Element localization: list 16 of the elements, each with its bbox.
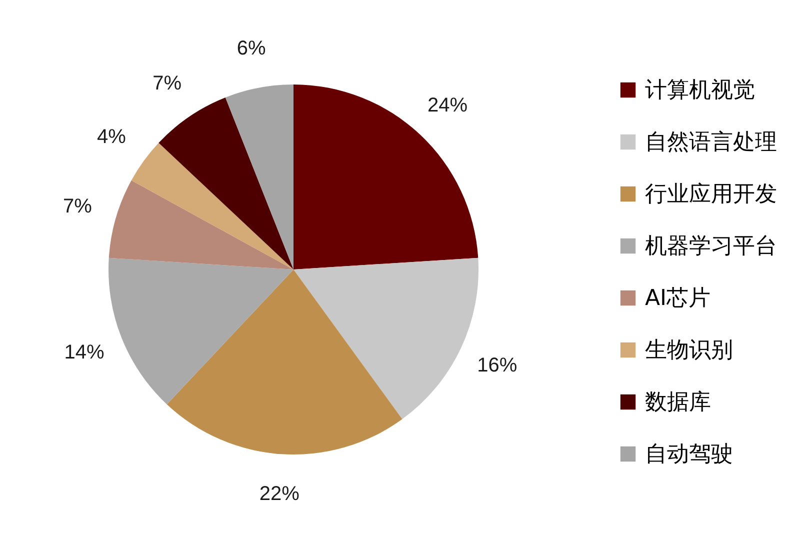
legend-label: 生物识别	[645, 336, 733, 364]
data-label: 7%	[152, 72, 182, 94]
data-label: 24%	[428, 94, 468, 116]
legend-label: 数据库	[645, 388, 711, 416]
legend-label: 自然语言处理	[645, 128, 777, 156]
legend-label: 机器学习平台	[645, 232, 777, 260]
data-label: 22%	[259, 483, 300, 506]
data-label: 7%	[62, 196, 92, 218]
legend-label: AI芯片	[645, 284, 711, 312]
legend-label: 自动驾驶	[645, 440, 733, 468]
data-label: 4%	[97, 126, 126, 148]
data-label: 16%	[477, 354, 518, 376]
data-label: 6%	[236, 37, 266, 60]
legend-label: 行业应用开发	[645, 180, 777, 208]
data-label: 14%	[64, 341, 105, 364]
legend-label: 计算机视觉	[645, 76, 755, 104]
